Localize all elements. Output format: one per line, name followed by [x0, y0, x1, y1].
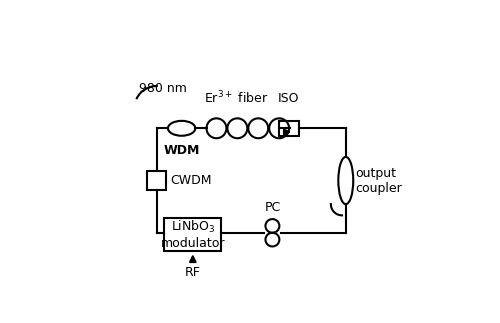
Text: PC: PC — [264, 201, 280, 214]
Text: ISO: ISO — [278, 92, 299, 105]
Text: Er$^{3+}$ fiber: Er$^{3+}$ fiber — [204, 90, 268, 107]
Text: CWDM: CWDM — [170, 174, 212, 187]
Text: LiNbO$_3$
modulator: LiNbO$_3$ modulator — [160, 219, 225, 250]
Bar — [164, 218, 222, 251]
Text: output
coupler: output coupler — [356, 167, 403, 194]
Text: WDM: WDM — [164, 144, 200, 157]
Bar — [148, 171, 166, 190]
Text: 980 nm: 980 nm — [140, 82, 187, 95]
Text: RF: RF — [185, 266, 201, 279]
Bar — [278, 121, 298, 136]
